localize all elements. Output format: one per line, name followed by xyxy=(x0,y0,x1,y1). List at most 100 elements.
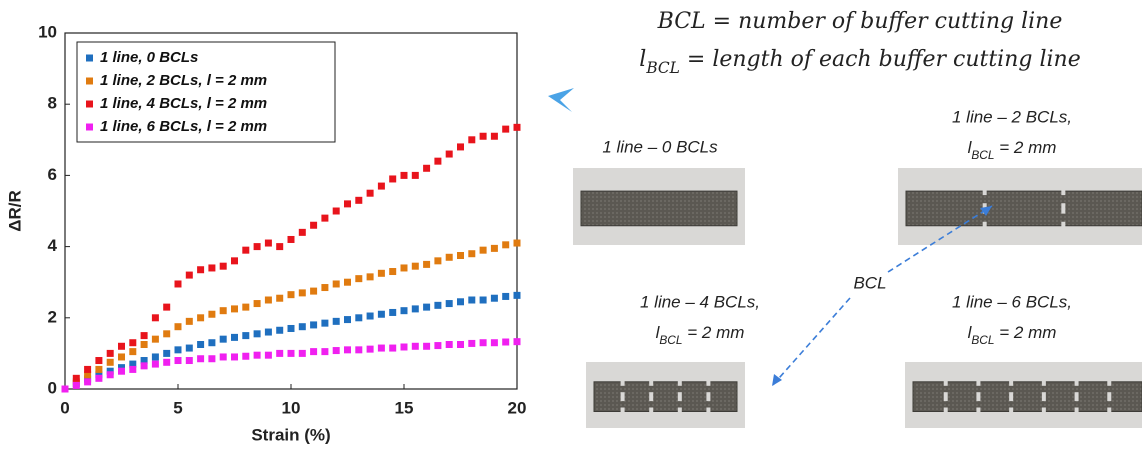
cut-notch xyxy=(1042,381,1046,386)
legend-label: 1 line, 4 BCLs, l = 2 mm xyxy=(100,95,267,112)
data-point xyxy=(355,314,362,321)
data-point xyxy=(84,378,91,385)
data-point xyxy=(175,357,182,364)
data-point xyxy=(129,366,136,373)
cut-notch xyxy=(621,408,625,413)
data-point xyxy=(480,247,487,254)
data-point xyxy=(514,124,521,131)
data-point xyxy=(288,325,295,332)
data-point xyxy=(491,295,498,302)
definition-symbol: BCL xyxy=(657,9,706,34)
data-point xyxy=(242,247,249,254)
cut-notch xyxy=(649,392,653,401)
sample-param: lBCL = 2 mm xyxy=(968,323,1057,347)
data-point xyxy=(129,348,136,355)
sample-param-sub: BCL xyxy=(971,333,994,347)
cut-notch xyxy=(944,408,948,413)
cut-notch xyxy=(976,392,980,401)
legend-marker xyxy=(86,101,93,108)
data-point xyxy=(220,353,227,360)
sample-title: 1 line – 0 BCLs xyxy=(602,137,718,156)
data-point xyxy=(480,297,487,304)
data-point xyxy=(344,279,351,286)
data-point xyxy=(299,289,306,296)
x-tick-label: 20 xyxy=(508,398,527,417)
x-tick-label: 0 xyxy=(60,398,69,417)
data-point xyxy=(367,313,374,320)
data-point xyxy=(276,327,283,334)
data-point xyxy=(197,314,204,321)
data-point xyxy=(310,321,317,328)
data-point xyxy=(355,197,362,204)
sample-strip xyxy=(594,382,737,412)
data-point xyxy=(333,347,340,354)
data-point xyxy=(175,323,182,330)
data-point xyxy=(434,342,441,349)
data-point xyxy=(265,352,272,359)
data-point xyxy=(310,348,317,355)
data-point xyxy=(208,339,215,346)
data-point xyxy=(367,190,374,197)
data-point xyxy=(254,243,261,250)
data-point xyxy=(175,280,182,287)
cut-notch xyxy=(944,381,948,386)
data-point xyxy=(310,288,317,295)
data-point xyxy=(299,350,306,357)
data-point xyxy=(276,243,283,250)
data-point xyxy=(401,264,408,271)
data-point xyxy=(220,307,227,314)
data-point xyxy=(389,309,396,316)
y-tick-label: 8 xyxy=(48,94,57,113)
cut-notch xyxy=(1009,408,1013,413)
y-tick-label: 10 xyxy=(38,22,57,41)
data-point xyxy=(502,293,509,300)
data-point xyxy=(208,311,215,318)
cut-notch xyxy=(1042,408,1046,413)
sample-param-sub: BCL xyxy=(971,148,994,162)
sample-param-rest: = 2 mm xyxy=(683,323,745,342)
data-point xyxy=(197,355,204,362)
sample-title: 1 line – 4 BCLs, xyxy=(640,292,760,311)
sample-panel: BCL = number of buffer cutting linelBCL … xyxy=(573,9,1142,428)
data-point xyxy=(333,318,340,325)
y-tick-label: 0 xyxy=(48,378,57,397)
cut-notch xyxy=(1009,392,1013,401)
data-point xyxy=(434,158,441,165)
data-point xyxy=(231,353,238,360)
y-axis-label: ΔR/R xyxy=(5,190,24,232)
data-point xyxy=(401,307,408,314)
cut-notch xyxy=(621,392,625,401)
data-point xyxy=(186,318,193,325)
sample-param-rest: = 2 mm xyxy=(995,138,1057,157)
data-point xyxy=(84,366,91,373)
x-tick-label: 10 xyxy=(282,398,301,417)
cut-notch xyxy=(1075,381,1079,386)
data-point xyxy=(502,339,509,346)
data-point xyxy=(107,371,114,378)
data-point xyxy=(220,263,227,270)
data-point xyxy=(288,236,295,243)
data-point xyxy=(344,346,351,353)
data-point xyxy=(333,280,340,287)
sample-param: lBCL = 2 mm xyxy=(968,138,1057,162)
data-point xyxy=(423,343,430,350)
sample-param-rest: = 2 mm xyxy=(995,323,1057,342)
data-point xyxy=(468,250,475,257)
legend-marker xyxy=(86,124,93,131)
data-point xyxy=(118,343,125,350)
cut-notch xyxy=(983,190,987,195)
data-point xyxy=(401,172,408,179)
data-point xyxy=(378,311,385,318)
data-point xyxy=(242,304,249,311)
data-point xyxy=(197,341,204,348)
data-point xyxy=(288,291,295,298)
data-point xyxy=(491,133,498,140)
data-point xyxy=(446,341,453,348)
data-point xyxy=(344,200,351,207)
data-point xyxy=(208,355,215,362)
data-point xyxy=(355,346,362,353)
cut-notch xyxy=(976,381,980,386)
pointer-line xyxy=(772,298,850,386)
data-point xyxy=(231,257,238,264)
cut-notch xyxy=(944,392,948,401)
